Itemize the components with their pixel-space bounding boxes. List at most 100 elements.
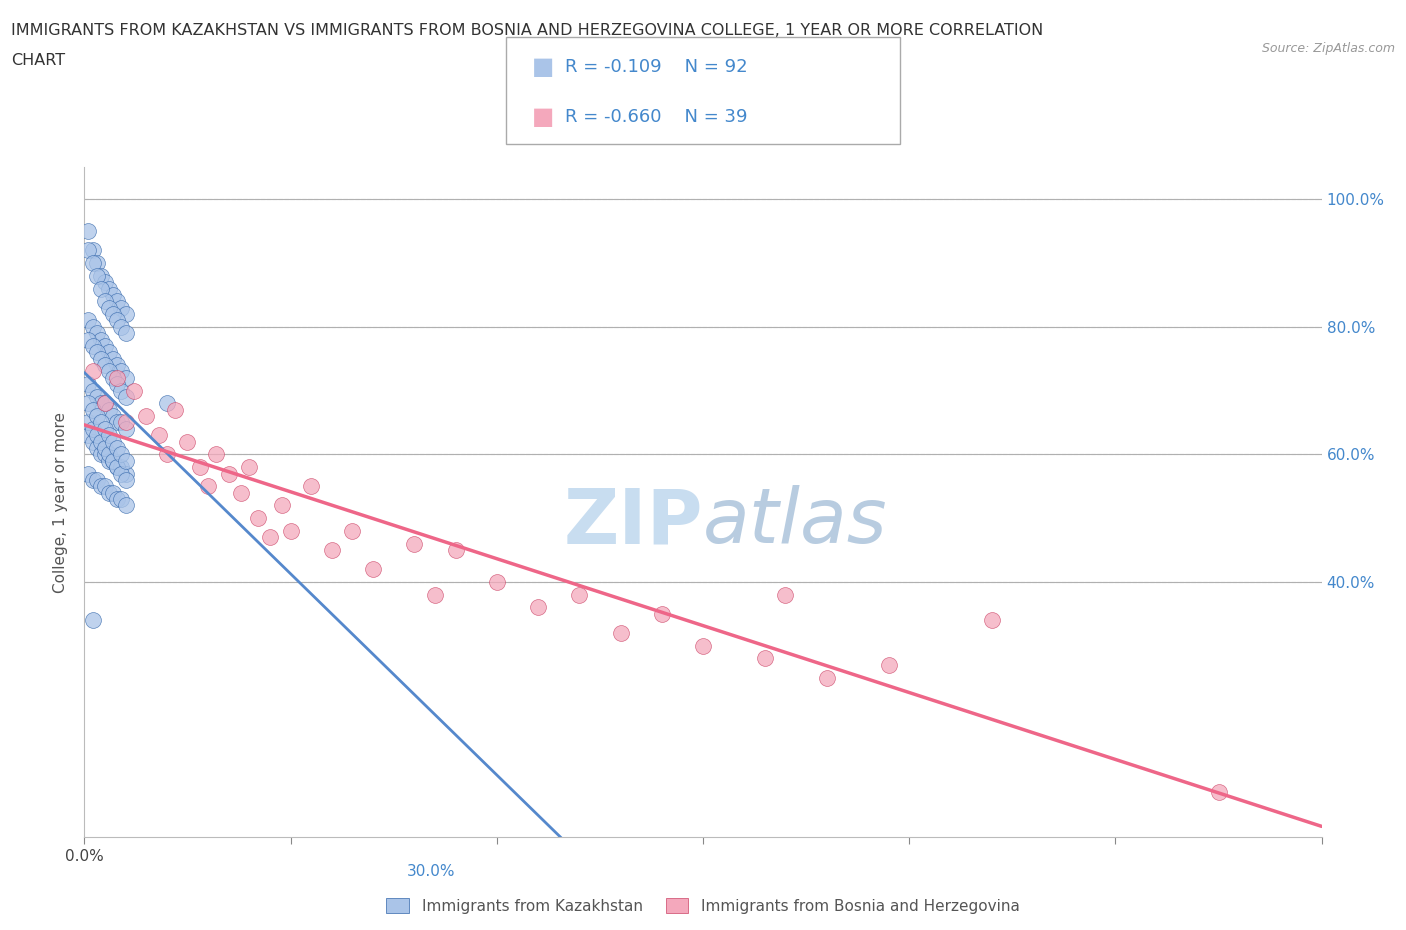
Point — [90, 434, 112, 449]
Point — [110, 459, 132, 474]
Point — [114, 370, 136, 385]
Point — [94, 396, 117, 411]
Text: atlas: atlas — [703, 485, 887, 559]
Text: 30.0%: 30.0% — [408, 864, 456, 879]
Point — [105, 358, 128, 373]
Point — [176, 434, 198, 449]
Point — [90, 415, 112, 430]
Point — [77, 428, 100, 443]
Point — [103, 453, 125, 468]
Point — [103, 408, 125, 423]
Point — [105, 313, 128, 328]
Point — [342, 524, 364, 538]
Text: R = -0.109    N = 92: R = -0.109 N = 92 — [565, 59, 748, 76]
Text: ■: ■ — [531, 55, 554, 79]
Text: CHART: CHART — [11, 53, 65, 68]
Point — [105, 415, 128, 430]
Point — [82, 364, 104, 379]
Point — [110, 415, 132, 430]
Point — [754, 651, 776, 666]
Point — [238, 459, 260, 474]
Point — [980, 613, 1002, 628]
Point — [82, 243, 104, 258]
Point — [105, 459, 128, 474]
Point — [1208, 785, 1230, 800]
Point — [110, 492, 132, 507]
Point — [86, 408, 108, 423]
Legend: Immigrants from Kazakhstan, Immigrants from Bosnia and Herzegovina: Immigrants from Kazakhstan, Immigrants f… — [381, 892, 1025, 920]
Point — [114, 453, 136, 468]
Point — [86, 472, 108, 487]
Point — [527, 600, 550, 615]
Point — [94, 441, 117, 456]
Point — [98, 364, 121, 379]
Point — [90, 396, 112, 411]
Point — [105, 377, 128, 392]
Point — [90, 447, 112, 462]
Point — [77, 313, 100, 328]
Point — [82, 434, 104, 449]
Point — [98, 300, 121, 315]
Point — [86, 345, 108, 360]
Point — [94, 294, 117, 309]
Point — [156, 447, 179, 462]
Point — [103, 287, 125, 302]
Point — [229, 485, 252, 500]
Text: R = -0.660    N = 39: R = -0.660 N = 39 — [565, 109, 748, 126]
Point — [82, 472, 104, 487]
Point — [98, 403, 121, 418]
Point — [98, 428, 121, 443]
Point — [77, 396, 100, 411]
Point — [205, 447, 228, 462]
Point — [188, 459, 211, 474]
Point — [114, 472, 136, 487]
Text: ■: ■ — [531, 105, 554, 129]
Point — [94, 339, 117, 353]
Point — [485, 575, 508, 590]
Point — [259, 530, 281, 545]
Point — [98, 281, 121, 296]
Point — [103, 485, 125, 500]
Point — [82, 403, 104, 418]
Y-axis label: College, 1 year or more: College, 1 year or more — [53, 412, 69, 592]
Text: IMMIGRANTS FROM KAZAKHSTAN VS IMMIGRANTS FROM BOSNIA AND HERZEGOVINA COLLEGE, 1 : IMMIGRANTS FROM KAZAKHSTAN VS IMMIGRANTS… — [11, 23, 1043, 38]
Point — [86, 256, 108, 271]
Point — [86, 428, 108, 443]
Point — [299, 479, 322, 494]
Point — [77, 224, 100, 239]
Point — [94, 274, 117, 289]
Point — [114, 326, 136, 340]
Point — [114, 307, 136, 322]
Point — [877, 658, 900, 672]
Point — [82, 256, 104, 271]
Point — [103, 453, 125, 468]
Point — [156, 396, 179, 411]
Point — [98, 345, 121, 360]
Point — [86, 390, 108, 405]
Point — [82, 421, 104, 436]
Point — [110, 383, 132, 398]
Point — [361, 562, 384, 577]
Point — [321, 542, 343, 557]
Point — [103, 352, 125, 366]
Point — [568, 587, 591, 602]
Point — [218, 466, 240, 481]
Point — [404, 537, 426, 551]
Point — [77, 332, 100, 347]
Point — [90, 352, 112, 366]
Point — [110, 364, 132, 379]
Point — [423, 587, 446, 602]
Point — [165, 403, 187, 418]
Point — [86, 326, 108, 340]
Point — [77, 415, 100, 430]
Point — [98, 447, 121, 462]
Point — [90, 281, 112, 296]
Point — [90, 332, 112, 347]
Point — [94, 447, 117, 462]
Point — [86, 441, 108, 456]
Point — [105, 459, 128, 474]
Text: Source: ZipAtlas.com: Source: ZipAtlas.com — [1261, 42, 1395, 55]
Point — [114, 415, 136, 430]
Point — [103, 307, 125, 322]
Point — [103, 370, 125, 385]
